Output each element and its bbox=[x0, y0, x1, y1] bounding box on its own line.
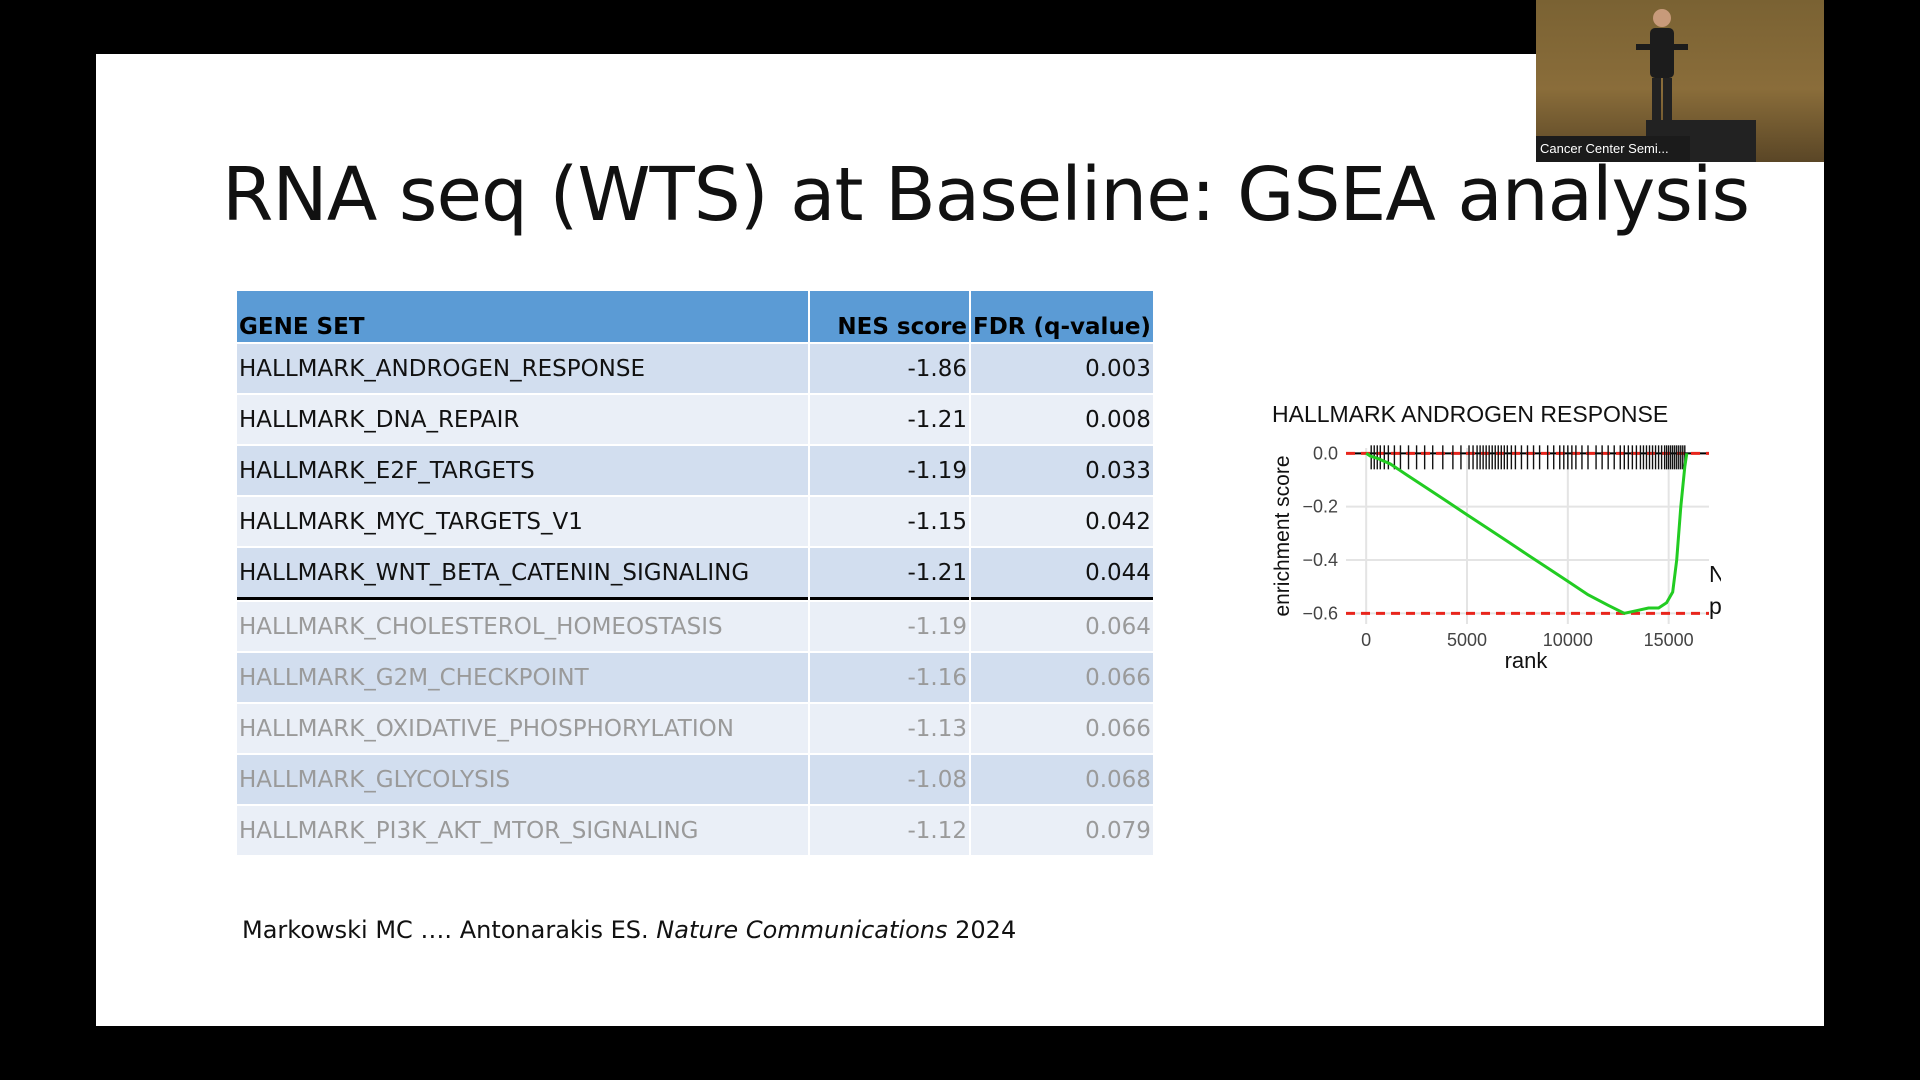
speaker-figure bbox=[1636, 9, 1688, 128]
gsea-table: GENE SET NES score FDR (q-value) HALLMAR… bbox=[235, 289, 1155, 857]
presentation-slide: RNA seq (WTS) at Baseline: GSEA analysis… bbox=[96, 54, 1824, 1026]
gene-set-cell: HALLMARK_MYC_TARGETS_V1 bbox=[237, 497, 808, 546]
header-fdr: FDR (q-value) bbox=[971, 291, 1153, 342]
pval-annotation: pval 3.4e−03 bbox=[1709, 593, 1721, 619]
nes-score-cell: -1.08 bbox=[810, 755, 969, 804]
nes-score-cell: -1.19 bbox=[810, 446, 969, 495]
fdr-cell: 0.003 bbox=[971, 344, 1153, 393]
y-tick-label: −0.4 bbox=[1302, 550, 1338, 570]
fdr-cell: 0.033 bbox=[971, 446, 1153, 495]
y-tick-label: −0.2 bbox=[1302, 497, 1338, 517]
plot-title: HALLMARK ANDROGEN RESPONSE bbox=[1272, 401, 1668, 427]
nes-score-cell: -1.12 bbox=[810, 806, 969, 855]
citation-year: 2024 bbox=[955, 916, 1017, 944]
x-tick-label: 5000 bbox=[1447, 630, 1487, 650]
table-row: HALLMARK_G2M_CHECKPOINT -1.16 0.066 bbox=[237, 653, 1153, 702]
header-gene-set: GENE SET bbox=[237, 291, 808, 342]
table-row: HALLMARK_PI3K_AKT_MTOR_SIGNALING -1.12 0.0… bbox=[237, 806, 1153, 855]
nes-score-cell: -1.16 bbox=[810, 653, 969, 702]
table-row: HALLMARK_WNT_BETA_CATENIN_SIGNALING -1.21… bbox=[237, 548, 1153, 600]
fdr-cell: 0.044 bbox=[971, 548, 1153, 600]
enrichment-plot: HALLMARK ANDROGEN RESPONSE 0.0 −0.2 −0.4 −0.… bbox=[1271, 401, 1721, 673]
gene-set-cell: HALLMARK_OXIDATIVE_PHOSPHORYLATION bbox=[237, 704, 808, 753]
table-row: HALLMARK_GLYCOLYSIS -1.08 0.068 bbox=[237, 755, 1153, 804]
gene-set-cell: HALLMARK_E2F_TARGETS bbox=[237, 446, 808, 495]
gene-set-cell: HALLMARK_DNA_REPAIR bbox=[237, 395, 808, 444]
gene-set-cell: HALLMARK_ANDROGEN_RESPONSE bbox=[237, 344, 808, 393]
table-row: HALLMARK_CHOLESTEROL_HOMEOSTASIS -1.19 0.0… bbox=[237, 602, 1153, 651]
nes-score-cell: -1.13 bbox=[810, 704, 969, 753]
nes-annotation: NES −1.86 bbox=[1709, 561, 1721, 587]
y-axis-label: enrichment score bbox=[1271, 455, 1294, 616]
nes-score-cell: -1.15 bbox=[810, 497, 969, 546]
fdr-cell: 0.042 bbox=[971, 497, 1153, 546]
slide-title: RNA seq (WTS) at Baseline: GSEA analysis bbox=[222, 152, 1750, 238]
table-body: HALLMARK_ANDROGEN_RESPONSE -1.86 0.003 HALL… bbox=[237, 344, 1153, 855]
citation: Markowski MC …. Antonarakis ES. Nature C… bbox=[242, 916, 1016, 944]
y-tick-label: −0.6 bbox=[1302, 603, 1338, 623]
fdr-cell: 0.064 bbox=[971, 602, 1153, 651]
table-row: HALLMARK_DNA_REPAIR -1.21 0.008 bbox=[237, 395, 1153, 444]
table-row: HALLMARK_MYC_TARGETS_V1 -1.15 0.042 bbox=[237, 497, 1153, 546]
gene-set-cell: HALLMARK_WNT_BETA_CATENIN_SIGNALING bbox=[237, 548, 808, 600]
fdr-cell: 0.008 bbox=[971, 395, 1153, 444]
video-label: Cancer Center Semi... bbox=[1536, 136, 1690, 162]
nes-score-cell: -1.21 bbox=[810, 548, 969, 600]
x-tick-label: 15000 bbox=[1644, 630, 1694, 650]
table-row: HALLMARK_E2F_TARGETS -1.19 0.033 bbox=[237, 446, 1153, 495]
fdr-cell: 0.079 bbox=[971, 806, 1153, 855]
nes-score-cell: -1.86 bbox=[810, 344, 969, 393]
gene-set-cell: HALLMARK_PI3K_AKT_MTOR_SIGNALING bbox=[237, 806, 808, 855]
table-row: HALLMARK_OXIDATIVE_PHOSPHORYLATION -1.13 0… bbox=[237, 704, 1153, 753]
nes-score-cell: -1.19 bbox=[810, 602, 969, 651]
enrichment-curve bbox=[1365, 452, 1689, 615]
fdr-cell: 0.066 bbox=[971, 704, 1153, 753]
fdr-cell: 0.066 bbox=[971, 653, 1153, 702]
y-tick-label: 0.0 bbox=[1313, 443, 1338, 463]
speaker-video[interactable]: Cancer Center Semi... bbox=[1536, 0, 1824, 162]
table-header-row: GENE SET NES score FDR (q-value) bbox=[237, 291, 1153, 342]
fdr-cell: 0.068 bbox=[971, 755, 1153, 804]
citation-journal: Nature Communications bbox=[656, 916, 948, 944]
gene-set-cell: HALLMARK_CHOLESTEROL_HOMEOSTASIS bbox=[237, 602, 808, 651]
gene-set-cell: HALLMARK_GLYCOLYSIS bbox=[237, 755, 808, 804]
x-axis-label: rank bbox=[1505, 648, 1549, 673]
citation-authors: Markowski MC …. Antonarakis ES. bbox=[242, 916, 649, 944]
nes-score-cell: -1.21 bbox=[810, 395, 969, 444]
plot-area bbox=[1346, 448, 1709, 624]
x-tick-label: 10000 bbox=[1543, 630, 1593, 650]
table-row: HALLMARK_ANDROGEN_RESPONSE -1.86 0.003 bbox=[237, 344, 1153, 393]
header-nes-score: NES score bbox=[810, 291, 969, 342]
gene-set-cell: HALLMARK_G2M_CHECKPOINT bbox=[237, 653, 808, 702]
x-tick-label: 0 bbox=[1361, 630, 1371, 650]
